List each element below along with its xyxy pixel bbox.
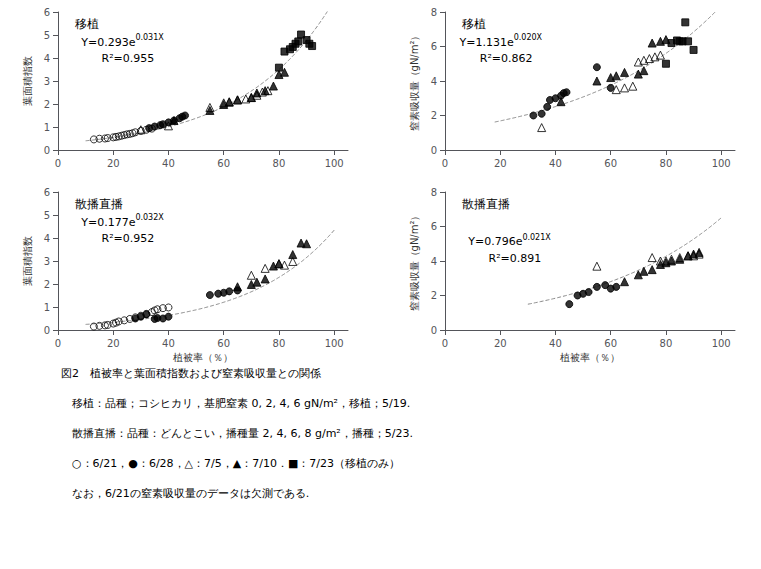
svg-text:0: 0 [442,158,448,169]
svg-text:0.032X: 0.032X [135,213,164,222]
svg-text:40: 40 [162,158,175,169]
svg-text:窒素吸収量（gN/m²）: 窒素吸収量（gN/m²） [409,31,420,132]
svg-text:80: 80 [273,158,286,169]
svg-text:0: 0 [44,145,50,156]
svg-text:2: 2 [431,110,437,121]
svg-text:散播直播: 散播直播 [75,197,123,211]
svg-text:5: 5 [44,210,50,221]
svg-text:6: 6 [44,187,50,198]
svg-text:植被率（％）: 植被率（％） [173,352,233,363]
svg-text:4: 4 [44,233,50,244]
svg-text:移植: 移植 [462,17,486,31]
svg-text:0: 0 [44,325,50,336]
svg-text:散播直播：品種：どんとこい，播種量 2, 4, 6, 8 g: 散播直播：品種：どんとこい，播種量 2, 4, 6, 8 g/m²，播種；5/2… [61,427,413,440]
svg-text:0: 0 [431,325,437,336]
svg-text:100: 100 [712,338,731,349]
svg-text:4: 4 [431,256,437,267]
svg-text:4: 4 [44,53,50,64]
svg-text:Y=0.796e: Y=0.796e [467,235,522,248]
svg-text:図2 植被率と葉面積指数および窒素吸収量との関係: 図2 植被率と葉面積指数および窒素吸収量との関係 [61,367,321,380]
svg-text:Y=1.131e: Y=1.131e [459,36,514,49]
svg-text:100: 100 [712,158,731,169]
svg-text:窒素吸収量（gN/m²）: 窒素吸収量（gN/m²） [409,211,420,312]
svg-text:80: 80 [660,338,673,349]
svg-text:R²=0.952: R²=0.952 [102,232,155,245]
svg-text:なお，6/21の窒素吸収量のデータは欠測である.: なお，6/21の窒素吸収量のデータは欠測である. [61,487,309,500]
svg-text:80: 80 [273,338,286,349]
svg-text:40: 40 [549,158,562,169]
svg-text:1: 1 [44,122,50,133]
svg-text:2: 2 [431,290,437,301]
svg-text:0: 0 [431,145,437,156]
svg-text:60: 60 [604,338,617,349]
svg-text:6: 6 [431,221,437,232]
svg-text:8: 8 [431,7,437,18]
svg-text:0: 0 [55,158,61,169]
svg-text:8: 8 [431,187,437,198]
svg-text:3: 3 [44,256,50,267]
svg-text:1: 1 [44,302,50,313]
svg-text:20: 20 [107,158,120,169]
svg-text:葉面積指数: 葉面積指数 [22,56,33,106]
svg-text:3: 3 [44,76,50,87]
svg-text:0.021X: 0.021X [522,233,551,242]
svg-text:60: 60 [217,338,230,349]
svg-text:Y=0.177e: Y=0.177e [80,216,135,229]
svg-text:40: 40 [162,338,175,349]
svg-text:2: 2 [44,99,50,110]
svg-text:0.020X: 0.020X [514,33,543,42]
svg-text:散播直播: 散播直播 [462,197,510,211]
svg-text:6: 6 [44,7,50,18]
svg-text:0: 0 [55,338,61,349]
svg-text:60: 60 [604,158,617,169]
svg-text:移植: 移植 [75,17,99,31]
svg-text:80: 80 [660,158,673,169]
svg-text:移植：品種；コシヒカリ，基肥窒素 0, 2, 4, 6 gN: 移植：品種；コシヒカリ，基肥窒素 0, 2, 4, 6 gN/m²，移植；5/1… [61,397,410,410]
svg-text:葉面積指数: 葉面積指数 [22,236,33,286]
svg-text:20: 20 [494,158,507,169]
svg-text:6: 6 [431,41,437,52]
svg-text:20: 20 [494,338,507,349]
svg-text:100: 100 [325,158,344,169]
svg-text:R²=0.955: R²=0.955 [102,52,155,65]
svg-text:2: 2 [44,279,50,290]
svg-text:0.031X: 0.031X [135,33,164,42]
svg-text:R²=0.891: R²=0.891 [489,252,542,265]
svg-text:4: 4 [431,76,437,87]
svg-text:20: 20 [107,338,120,349]
svg-text:R²=0.862: R²=0.862 [480,52,533,65]
svg-text:60: 60 [217,158,230,169]
svg-text:5: 5 [44,30,50,41]
svg-text:40: 40 [549,338,562,349]
svg-text:Y=0.293e: Y=0.293e [80,36,135,49]
svg-text:○：6/21，●：6/28，△：7/5，▲：7/10．■：7: ○：6/21，●：6/28，△：7/5，▲：7/10．■：7/23（移植のみ） [61,457,400,470]
svg-text:植被率（％）: 植被率（％） [560,352,620,363]
svg-text:100: 100 [325,338,344,349]
svg-text:0: 0 [442,338,448,349]
